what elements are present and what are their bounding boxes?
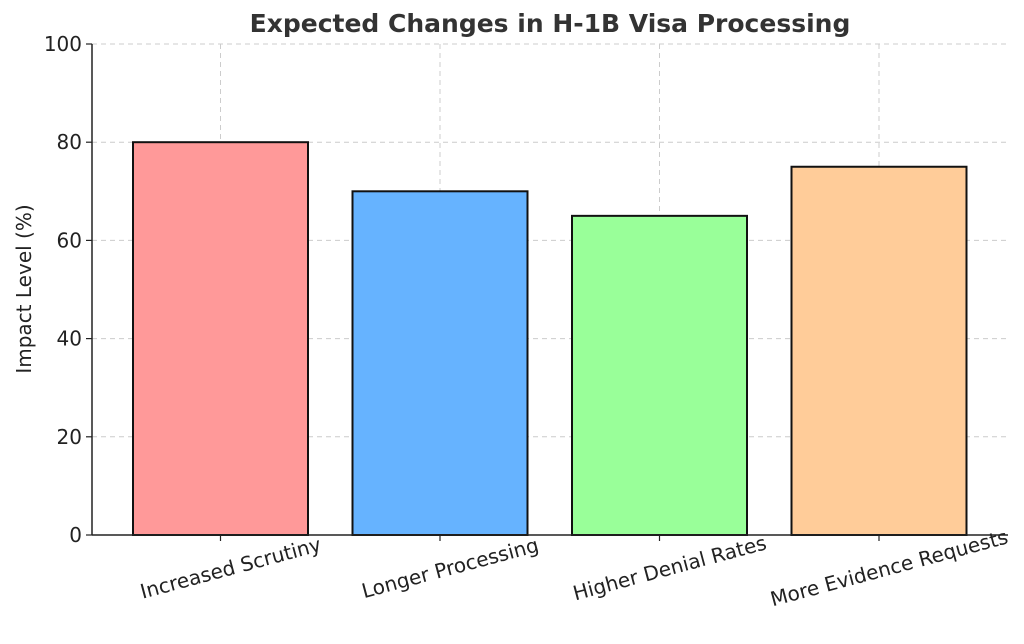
bar xyxy=(571,214,748,536)
bar xyxy=(132,141,309,536)
y-tick-label: 80 xyxy=(57,130,82,154)
y-tick-label: 40 xyxy=(57,327,82,351)
x-tick-label: Longer Processing xyxy=(359,533,541,603)
axes xyxy=(91,44,1008,536)
x-tick-label: Increased Scrutiny xyxy=(138,532,324,603)
y-tick-label: 20 xyxy=(57,425,82,449)
x-tick-label: Higher Denial Rates xyxy=(570,531,769,606)
bar xyxy=(351,190,529,537)
y-tick-label: 0 xyxy=(69,523,82,547)
bars xyxy=(132,141,968,537)
x-tick-labels: Increased Scrutiny Longer Processing Highe… xyxy=(138,525,1011,612)
y-ticks: 0 20 40 60 80 100 xyxy=(44,32,92,547)
bar xyxy=(790,165,968,536)
x-tick-label: More Evidence Requests xyxy=(768,525,1011,612)
y-axis-label: Impact Level (%) xyxy=(12,204,36,373)
y-tick-label: 100 xyxy=(44,32,82,56)
chart-title: Expected Changes in H-1B Visa Processing xyxy=(250,9,851,38)
y-tick-label: 60 xyxy=(57,228,82,252)
